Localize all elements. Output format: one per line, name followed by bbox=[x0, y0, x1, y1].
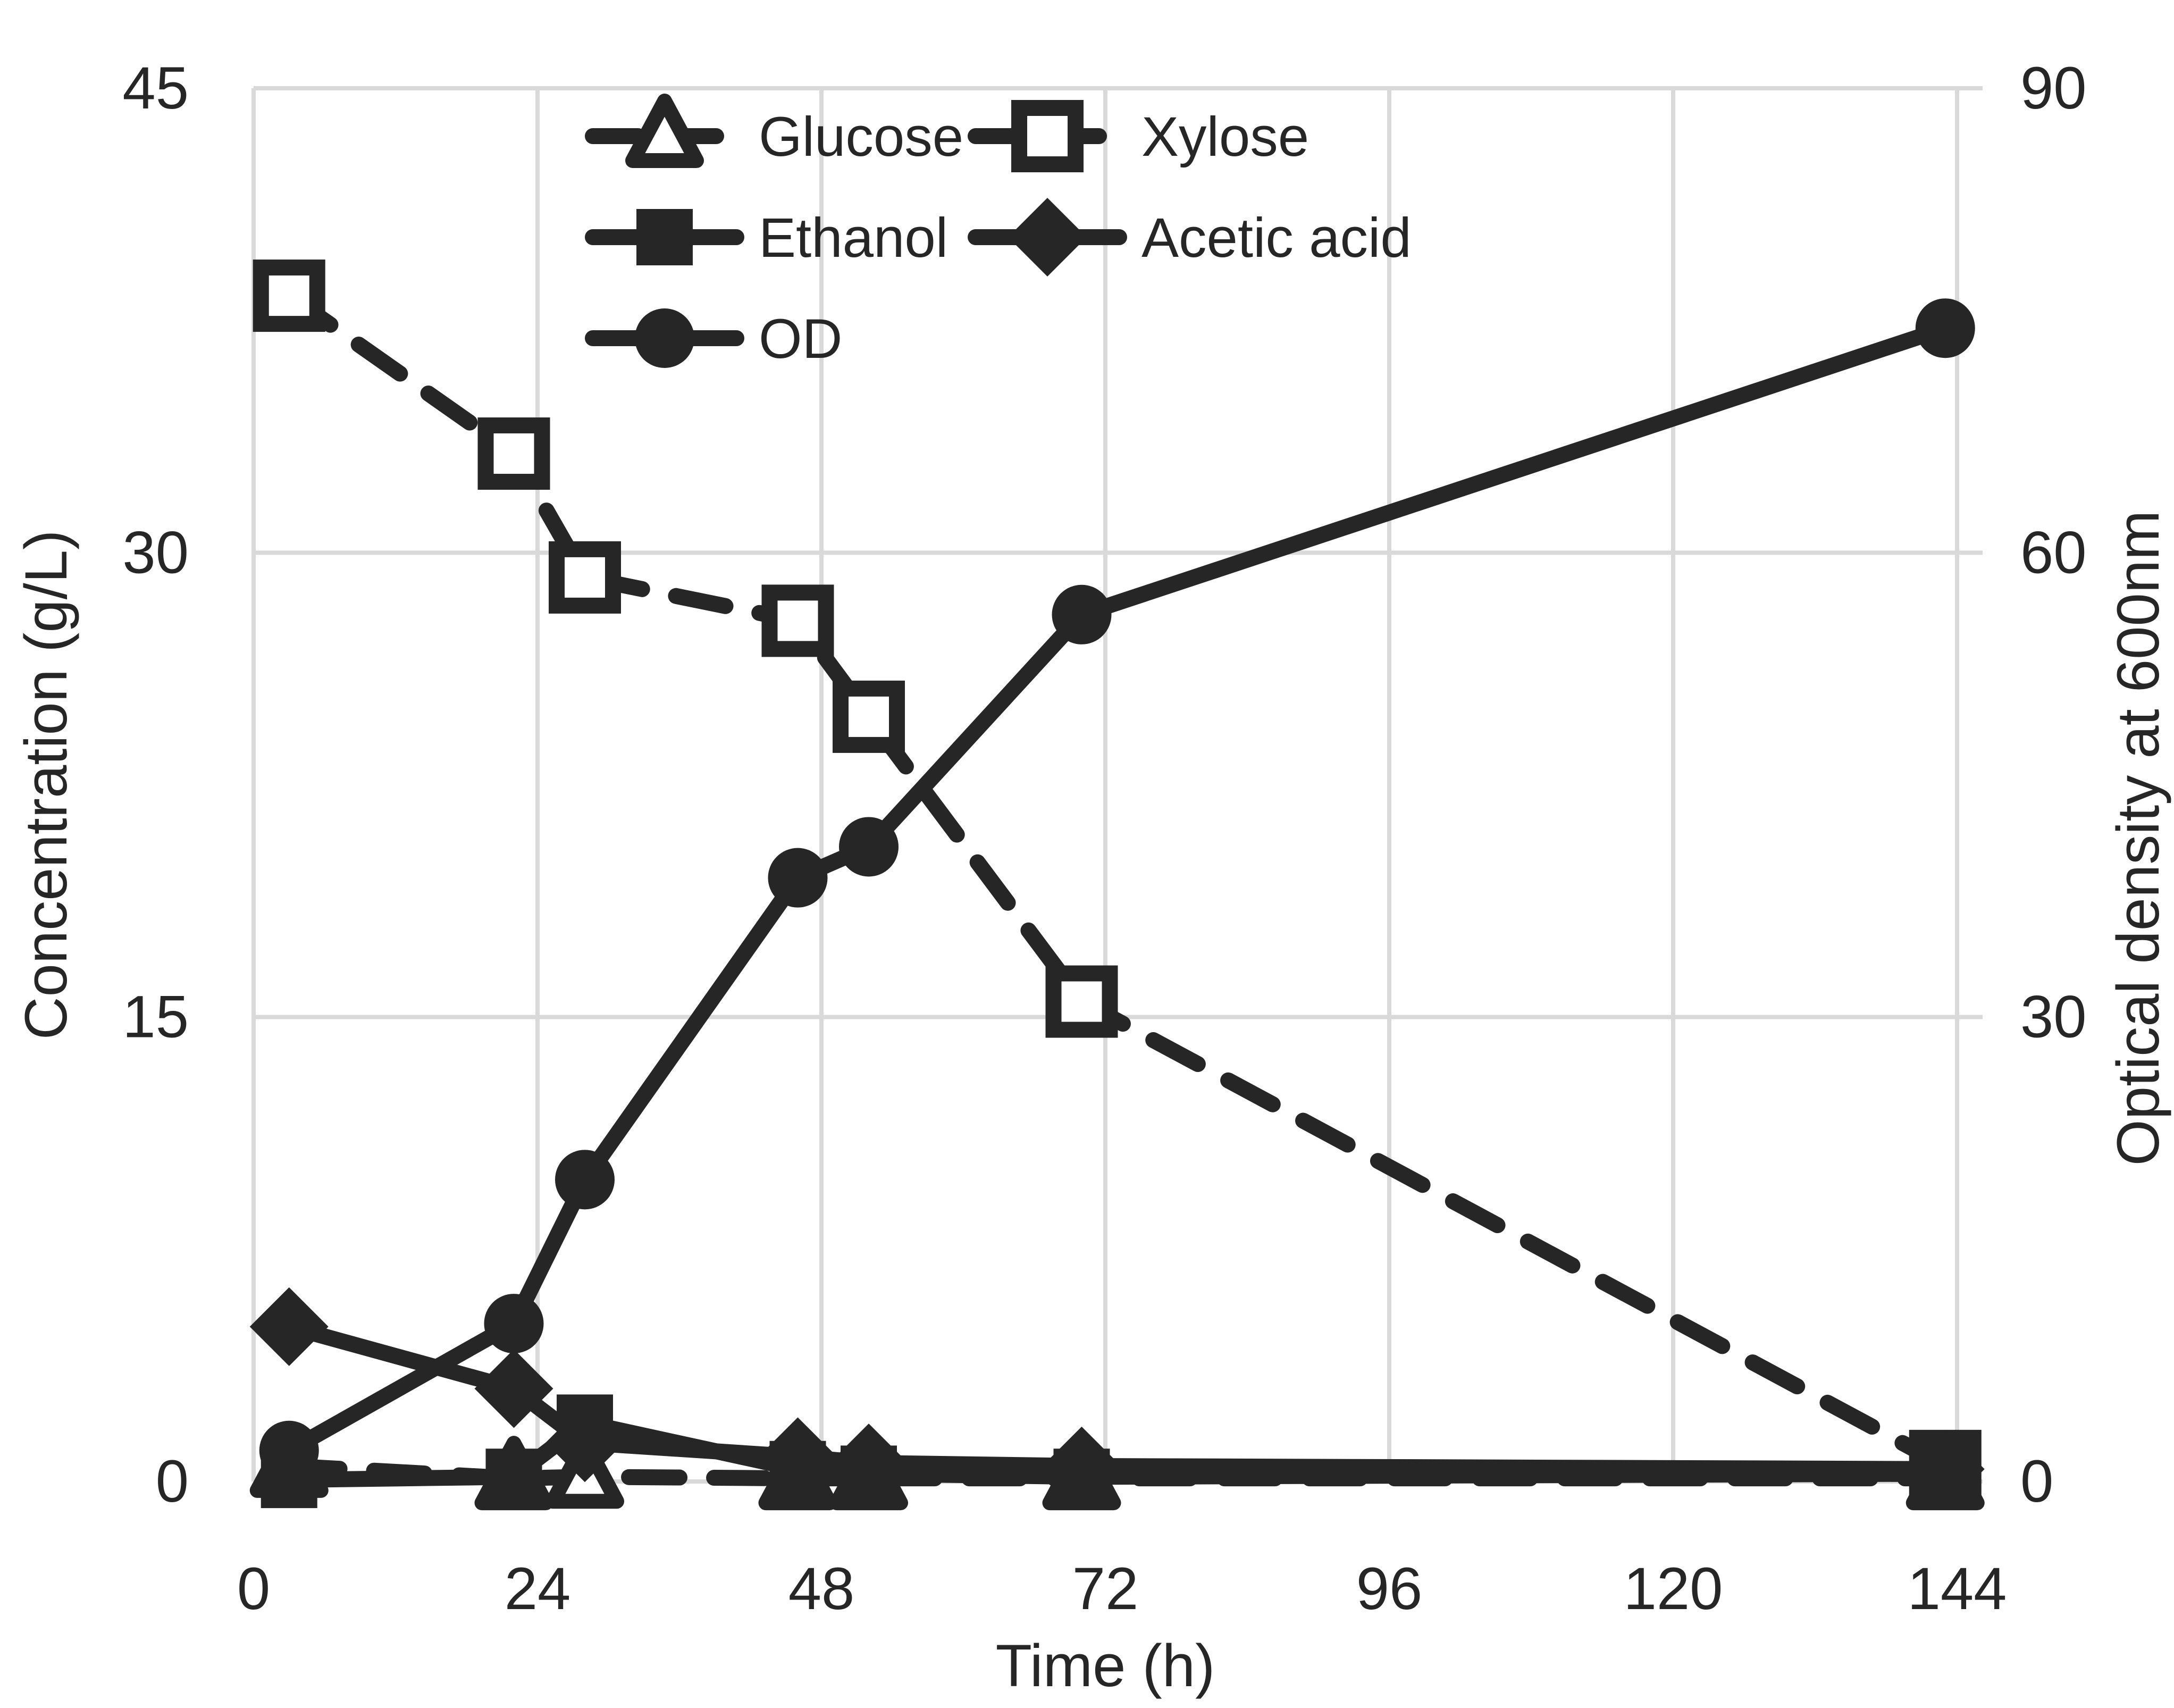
marker-xylose bbox=[549, 541, 621, 614]
marker-xylose bbox=[1045, 965, 1118, 1038]
marker-xylose bbox=[477, 417, 550, 490]
marker-acetic-acid bbox=[474, 1349, 553, 1428]
axis-titles: Concentration (g/L) Optical density at 60… bbox=[21, 510, 2171, 1699]
legend-marker-glucose bbox=[625, 94, 704, 168]
y-right-tick-label-90: 90 bbox=[2020, 55, 2087, 121]
marker-od bbox=[555, 1150, 615, 1210]
legend-marker-od bbox=[635, 308, 694, 368]
marker-acetic-acid bbox=[758, 1417, 837, 1496]
y-left-tick-label-15: 15 bbox=[122, 984, 189, 1050]
axis-tick-labels: 0 15 30 45 0 30 60 90 0 24 48 72 96 120 144 bbox=[122, 55, 2086, 1622]
legend-item-xylose: Xylose bbox=[968, 100, 1309, 172]
marker-acetic-acid bbox=[1906, 1429, 1985, 1509]
x-tick-label-144: 144 bbox=[1908, 1555, 2007, 1622]
legend-label-ethanol: Ethanol bbox=[759, 207, 948, 269]
x-tick-label-72: 72 bbox=[1072, 1555, 1139, 1622]
legend-marker-ethanol bbox=[636, 209, 693, 265]
y-left-tick-label-30: 30 bbox=[122, 519, 189, 585]
marker-xylose bbox=[253, 259, 325, 332]
x-tick-label-24: 24 bbox=[505, 1555, 571, 1622]
y-axis-title-left: Concentration (g/L) bbox=[21, 530, 79, 1040]
gridlines bbox=[251, 86, 1983, 1484]
series-acetic-acid bbox=[249, 1287, 1985, 1509]
marker-od bbox=[1915, 298, 1975, 358]
legend-marker-acetic-acid bbox=[1008, 198, 1087, 277]
y-right-tick-label-60: 60 bbox=[2020, 519, 2087, 585]
legend-item-glucose: Glucose bbox=[585, 94, 963, 168]
marker-xylose bbox=[833, 680, 905, 753]
x-tick-label-48: 48 bbox=[788, 1555, 855, 1622]
legend-label-acetic-acid: Acetic acid bbox=[1141, 207, 1412, 269]
marker-ethanol bbox=[485, 1449, 542, 1505]
marker-acetic-acid bbox=[249, 1287, 329, 1366]
marker-od bbox=[1052, 584, 1112, 644]
x-axis-title: Time (h) bbox=[996, 1632, 1215, 1699]
y-left-tick-label-45: 45 bbox=[122, 55, 189, 121]
fermentation-time-course-chart: 0 15 30 45 0 30 60 90 0 24 48 72 96 120 144 Concentrati… bbox=[21, 9, 2174, 1699]
y-right-tick-label-0: 0 bbox=[2020, 1448, 2053, 1514]
series-od bbox=[259, 298, 1975, 1480]
y-left-tick-label-0: 0 bbox=[156, 1448, 189, 1514]
marker-acetic-acid bbox=[829, 1424, 908, 1503]
marker-od bbox=[259, 1420, 319, 1480]
marker-acetic-acid bbox=[1042, 1426, 1121, 1505]
x-tick-label-120: 120 bbox=[1624, 1555, 1723, 1622]
legend-label-od: OD bbox=[759, 308, 843, 370]
legend-marker-xylose bbox=[1011, 100, 1084, 172]
legend-label-xylose: Xylose bbox=[1141, 106, 1309, 168]
marker-xylose bbox=[761, 584, 834, 657]
marker-od bbox=[839, 817, 899, 877]
x-tick-label-96: 96 bbox=[1356, 1555, 1423, 1622]
y-axis-title-right: Optical density at 600nm bbox=[2105, 510, 2171, 1166]
legend-item-acetic-acid: Acetic acid bbox=[968, 198, 1412, 277]
marker-od bbox=[484, 1294, 544, 1354]
legend-label-glucose: Glucose bbox=[759, 106, 963, 168]
y-right-tick-label-30: 30 bbox=[2020, 984, 2087, 1050]
legend-item-od: OD bbox=[585, 308, 843, 370]
legend-item-ethanol: Ethanol bbox=[585, 207, 948, 269]
marker-od bbox=[768, 848, 828, 908]
legend: Glucose Xylose Ethanol Acetic acid OD bbox=[585, 94, 1412, 370]
marker-acetic-acid bbox=[545, 1403, 624, 1483]
x-tick-label-0: 0 bbox=[237, 1555, 270, 1622]
